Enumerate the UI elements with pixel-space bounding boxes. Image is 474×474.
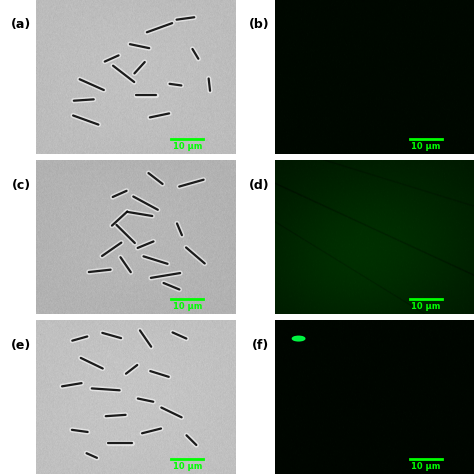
Text: 10 μm: 10 μm [411,142,441,151]
Text: (a): (a) [10,18,31,31]
Text: (c): (c) [12,179,31,191]
Text: 10 μm: 10 μm [411,463,441,472]
Text: (b): (b) [249,18,270,31]
Ellipse shape [292,336,305,341]
Text: 10 μm: 10 μm [173,463,202,472]
Text: (d): (d) [249,179,270,191]
Text: 10 μm: 10 μm [173,142,202,151]
Text: (e): (e) [10,338,31,352]
Text: 10 μm: 10 μm [411,302,441,311]
Text: 10 μm: 10 μm [173,302,202,311]
Text: (f): (f) [252,338,270,352]
